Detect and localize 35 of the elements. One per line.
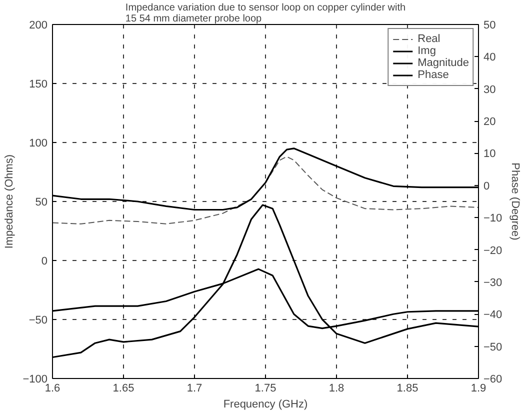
y2-tick-label: 50	[484, 20, 496, 32]
y2-tick-label: 10	[484, 148, 496, 160]
x-tick-label: 1.65	[112, 382, 134, 394]
chart-title: Impedance variation due to sensor loop on copper cylinder with 15 54 mm diameter probe loop	[125, 2, 406, 24]
x-tick-label: 1.7	[186, 382, 202, 394]
line-series	[52, 156, 478, 224]
y-tick-label: 100	[29, 138, 48, 150]
legend-label: Img	[418, 45, 437, 57]
y-tick-label: 150	[29, 78, 48, 90]
y2-axis-title: Phase (Degree)	[509, 162, 522, 240]
x-tick-label: 1.9	[470, 382, 486, 394]
x-tick-label: 1.85	[396, 382, 418, 394]
y2-tick-label: −60	[484, 374, 502, 386]
legend-label: Phase	[418, 69, 449, 81]
legend-label: Real	[418, 33, 440, 45]
y-tick-label: −50	[28, 314, 48, 326]
y2-tick-label: 0	[484, 180, 490, 192]
y2-tick-label: −40	[484, 309, 502, 322]
y2-tick-label: 30	[484, 84, 496, 96]
legend-label: Magnitude	[418, 57, 469, 69]
x-tick-label: 1.6	[44, 382, 60, 394]
y2-tick-label: 40	[484, 52, 496, 64]
y-tick-label: 50	[35, 196, 48, 208]
y-tick-label: 0	[41, 256, 48, 268]
y-tick-label: 200	[29, 20, 48, 32]
y-axis-title: Impedance (Ohms)	[4, 154, 16, 249]
y-tick-label: −100	[22, 374, 48, 386]
x-tick-label: 1.75	[254, 382, 276, 394]
y2-tick-label: −20	[484, 244, 502, 257]
y2-tick-label: −10	[484, 212, 502, 225]
y2-tick-label: −30	[484, 276, 502, 289]
y2-tick-label: 20	[484, 116, 496, 128]
y2-tick-label: −50	[484, 341, 502, 354]
x-tick-label: 1.8	[328, 382, 344, 394]
x-axis-title: Frequency (GHz)	[223, 398, 308, 410]
